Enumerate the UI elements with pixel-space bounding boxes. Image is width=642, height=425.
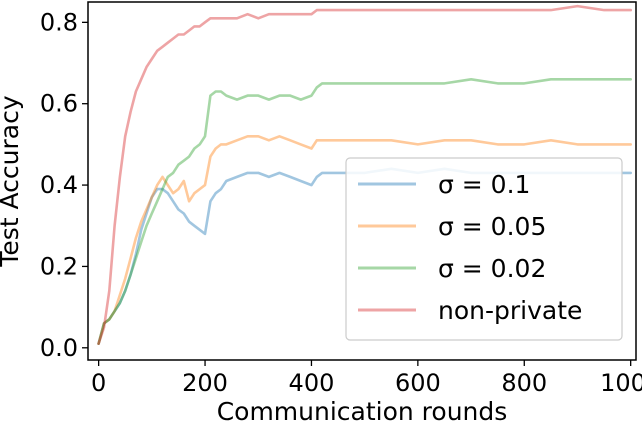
- y-tick-label: 0.4: [40, 171, 78, 199]
- legend-box: [345, 157, 623, 341]
- x-tick-label: 600: [395, 369, 441, 397]
- series-line-1: [97, 135, 633, 346]
- plot-frame: [87, 1, 637, 361]
- series-line-3: [97, 4, 633, 346]
- y-tick-label: 0.2: [40, 252, 78, 280]
- legend: σ = 0.1 σ = 0.05 σ = 0.02 non-private: [345, 157, 623, 341]
- y-axis-label: Test Accuracy: [0, 95, 24, 268]
- x-axis-label: Communication rounds: [217, 397, 508, 425]
- legend-items: σ = 0.1 σ = 0.05 σ = 0.02 non-private: [358, 170, 582, 325]
- legend-label: σ = 0.1: [438, 170, 530, 199]
- y-tick-label: 0.8: [40, 8, 78, 36]
- legend-label: non-private: [438, 296, 582, 325]
- x-tick-label: 800: [501, 369, 547, 397]
- x-tick-label: 0: [91, 369, 106, 397]
- series-line-2: [97, 78, 633, 346]
- x-tick-label: 200: [182, 369, 228, 397]
- y-axis-ticks: 0.0 0.2 0.4 0.6 0.8: [40, 8, 88, 362]
- legend-label: σ = 0.05: [438, 212, 546, 241]
- x-tick-label: 400: [289, 369, 335, 397]
- y-tick-label: 0.6: [40, 90, 78, 118]
- legend-label: σ = 0.02: [438, 254, 546, 283]
- y-tick-label: 0.0: [40, 334, 78, 362]
